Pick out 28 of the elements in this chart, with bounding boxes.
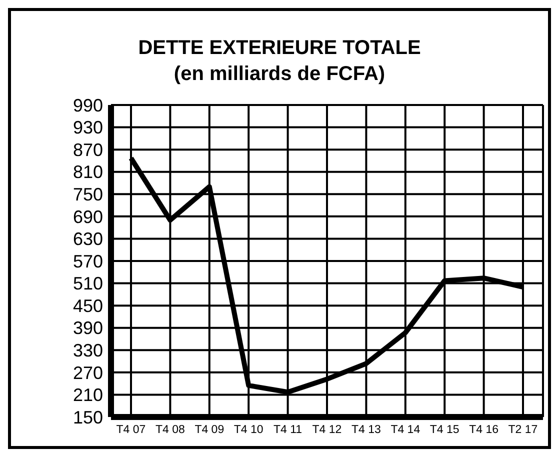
y-tick-label: 210 <box>72 385 103 406</box>
x-tick-label: T4 15 <box>430 424 460 436</box>
y-tick-label: 750 <box>72 184 103 205</box>
y-tick-label: 630 <box>72 229 103 250</box>
chart-title: DETTE EXTERIEURE TOTALE <box>137 36 422 61</box>
x-tick-label: T4 08 <box>155 424 185 436</box>
chart-subtitle: (en milliards de FCFA) <box>172 62 386 87</box>
y-tick-label: 150 <box>72 407 103 428</box>
y-tick-label: 330 <box>72 340 103 361</box>
x-tick-label: T4 09 <box>194 424 224 436</box>
x-tick-label: T2 17 <box>508 424 538 436</box>
y-tick-label: 690 <box>72 206 103 227</box>
y-tick-label: 870 <box>72 140 103 160</box>
x-tick-label: T4 13 <box>351 424 381 436</box>
x-tick-label: T4 07 <box>116 424 146 436</box>
y-tick-label: 450 <box>72 296 103 316</box>
x-tick-label: T4 14 <box>390 424 421 436</box>
y-tick-label: 990 <box>72 95 103 116</box>
x-tick-label: T4 10 <box>234 424 264 436</box>
x-tick-label: T4 11 <box>274 424 302 436</box>
y-tick-label: 810 <box>72 162 103 182</box>
y-tick-label: 570 <box>72 251 103 272</box>
y-tick-label: 270 <box>72 362 103 383</box>
y-tick-label: 510 <box>72 274 103 294</box>
y-tick-label: 390 <box>72 318 103 338</box>
y-tick-label: 930 <box>72 118 103 138</box>
x-tick-label: T4 12 <box>312 424 342 436</box>
x-tick-label: T4 16 <box>469 424 499 436</box>
